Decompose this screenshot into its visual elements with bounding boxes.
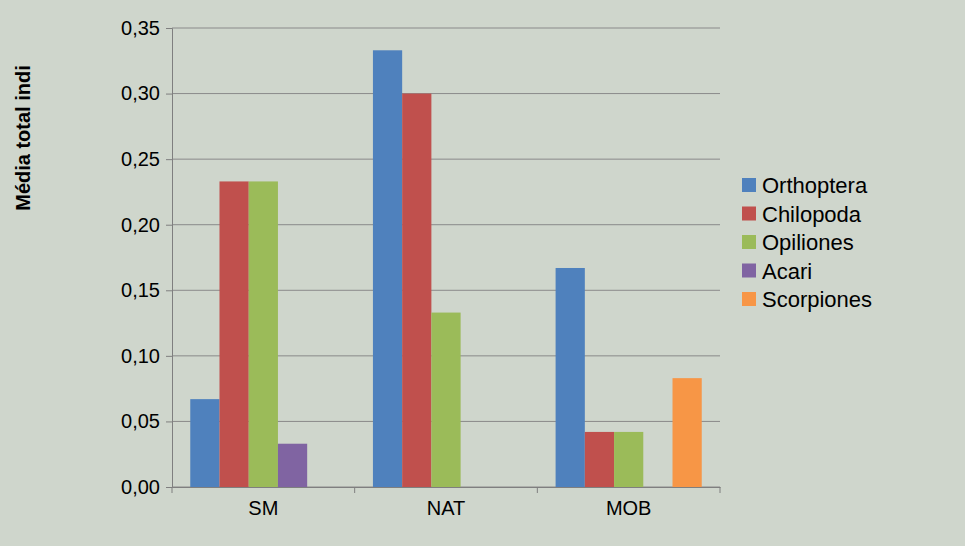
bar — [461, 487, 490, 488]
bar — [249, 181, 278, 487]
bars — [190, 50, 701, 487]
tick-mark — [166, 487, 172, 488]
bar — [614, 432, 643, 487]
legend-item: Chilopoda — [742, 202, 862, 227]
series — [219, 94, 614, 487]
tick-label: 0,15 — [121, 279, 160, 301]
chart: 0,00 0,05 0,10 0,15 0,20 0,25 0,30 0,35 SM NAT MOB… — [0, 0, 965, 546]
tick-label: 0,00 — [121, 476, 160, 498]
bar — [556, 268, 585, 487]
series — [673, 378, 702, 487]
tick-label: 0,30 — [121, 82, 160, 104]
tick-mark — [166, 356, 172, 357]
tick: 0,25 — [121, 148, 172, 170]
y-axis-title: Média total indi — [12, 65, 34, 211]
legend-swatch — [742, 235, 756, 249]
tick: MOB — [606, 487, 652, 519]
plot: 0,00 0,05 0,10 0,15 0,20 0,25 0,30 0,35 SM NAT MOB — [121, 17, 720, 519]
bar — [190, 399, 219, 487]
tick: 0,30 — [121, 82, 172, 104]
legend-label: Opiliones — [762, 230, 854, 255]
grid-line — [172, 93, 720, 94]
tick-label: 0,05 — [121, 410, 160, 432]
tick: 0,00 — [121, 476, 172, 498]
legend-item: Opiliones — [742, 230, 854, 255]
bar — [585, 432, 614, 487]
tick-mark — [166, 28, 172, 29]
legend-swatch — [742, 207, 756, 221]
x-axis: SM NAT MOB — [172, 487, 721, 519]
axis-line — [173, 487, 721, 488]
tick-mark — [166, 421, 172, 422]
tick-label: 0,20 — [121, 214, 160, 236]
separators — [172, 487, 720, 493]
series — [190, 50, 585, 487]
grid — [172, 28, 720, 487]
grid-line — [172, 159, 720, 160]
bar — [673, 378, 702, 487]
legend-label: Chilopoda — [762, 202, 862, 227]
legend-swatch — [742, 292, 756, 306]
tick-label: 0,10 — [121, 345, 160, 367]
legend-label: Scorpiones — [762, 287, 872, 312]
legend-item: Scorpiones — [742, 287, 872, 312]
bar — [402, 94, 431, 487]
series — [278, 444, 307, 487]
legend-item: Orthoptera — [742, 173, 868, 198]
bar — [219, 181, 248, 487]
bar — [431, 313, 460, 487]
tick-mark — [166, 159, 172, 160]
legend-swatch — [742, 264, 756, 278]
tick: SM — [248, 487, 278, 519]
tick: 0,10 — [121, 345, 172, 367]
tick: 0,05 — [121, 410, 172, 432]
tick-mark — [166, 94, 172, 95]
category-separator — [537, 487, 538, 493]
bar — [278, 444, 307, 487]
tick-mark — [166, 225, 172, 226]
tick-mark — [166, 290, 172, 291]
legend: Orthoptera Chilopoda Opiliones Acari Scorpio… — [742, 173, 872, 312]
series — [249, 181, 644, 487]
bar — [490, 487, 519, 488]
legend-item: Acari — [742, 259, 812, 284]
category-separator — [720, 487, 721, 493]
grid-line — [172, 28, 720, 29]
tick-label: 0,25 — [121, 148, 160, 170]
tick-label: 0,35 — [121, 17, 160, 39]
legend-label: Acari — [762, 259, 812, 284]
legend-swatch — [742, 178, 756, 192]
tick: 0,20 — [121, 214, 172, 236]
bar — [643, 487, 672, 488]
tick: 0,15 — [121, 279, 172, 301]
tick: 0,35 — [121, 17, 172, 39]
legend-label: Orthoptera — [762, 173, 868, 198]
bar — [307, 487, 336, 488]
y-axis: 0,00 0,05 0,10 0,15 0,20 0,25 0,30 0,35 — [121, 17, 172, 498]
bar — [373, 50, 402, 487]
tick-label: NAT — [427, 497, 466, 519]
tick-label: SM — [248, 497, 278, 519]
axis-line — [166, 29, 173, 488]
tick: NAT — [427, 487, 466, 519]
category-separator — [172, 487, 173, 493]
tick-label: MOB — [606, 497, 652, 519]
category-separator — [354, 487, 355, 493]
